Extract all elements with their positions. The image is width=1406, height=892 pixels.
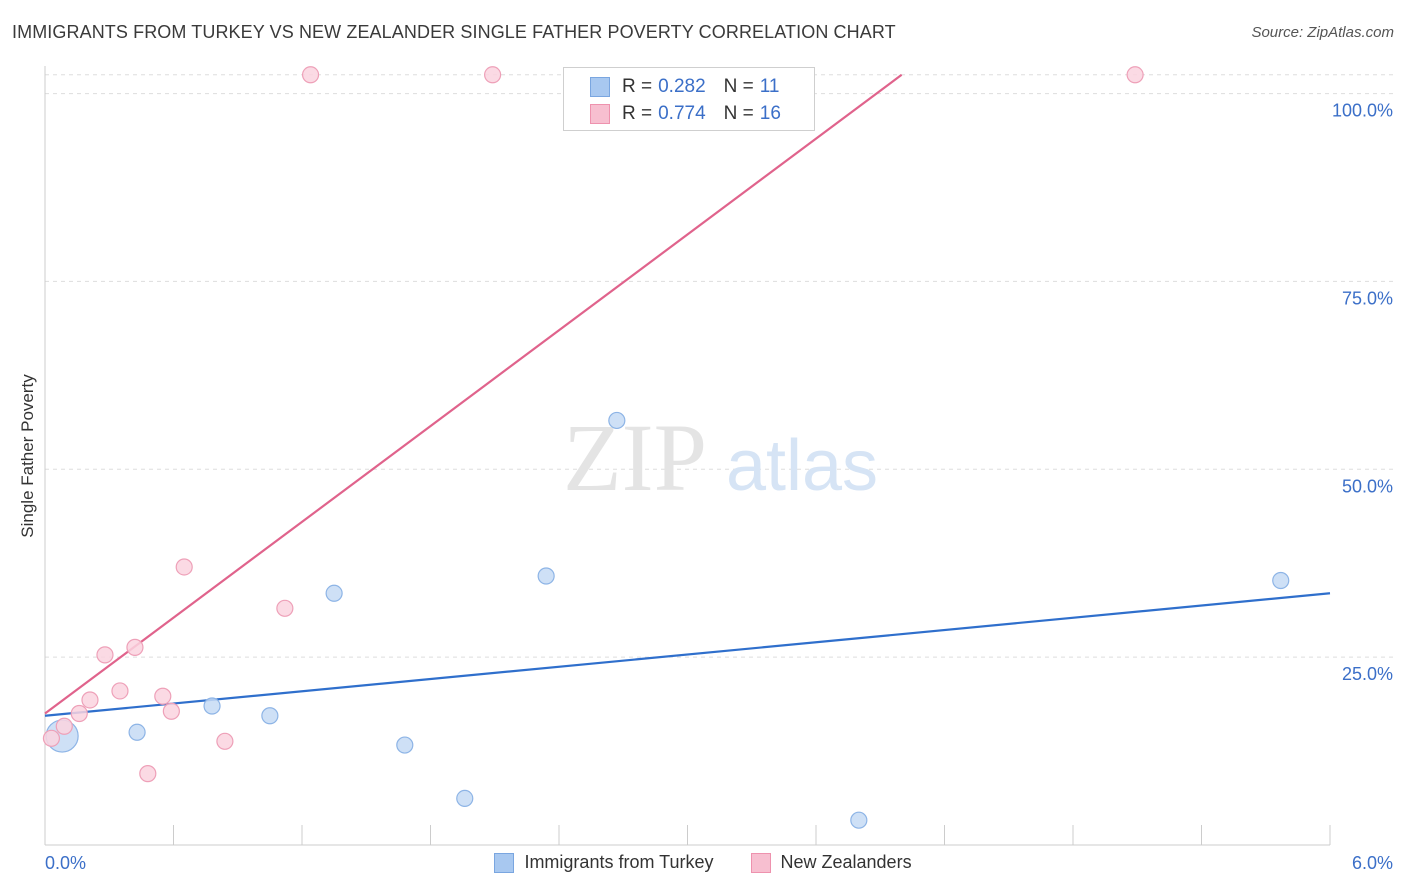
- nz-point: [301, 66, 320, 84]
- turkey-point: [203, 697, 221, 715]
- nz-point: [126, 638, 144, 656]
- turkey-point: [1272, 571, 1290, 590]
- trendlines: [44, 73, 1331, 717]
- gridlines: [45, 74, 1395, 658]
- nz-point: [70, 704, 88, 723]
- stats-legend: R = 0.282 N = 11 R = 0.774 N = 16: [563, 67, 815, 131]
- turkey-legend-swatch: [494, 852, 515, 873]
- turkey-point: [456, 789, 474, 808]
- tick-labels: 25.0% 50.0% 75.0% 100.0% 0.0% 6.0%: [45, 101, 1393, 873]
- nz-point: [154, 687, 172, 705]
- watermark: ZIP atlas: [563, 404, 878, 511]
- y-tick-label: 75.0%: [1342, 288, 1393, 308]
- nz-point: [42, 729, 61, 747]
- nz-point: [276, 599, 294, 617]
- turkey-point: [537, 567, 555, 585]
- watermark-zip: ZIP: [563, 404, 707, 511]
- nz-point: [484, 66, 502, 84]
- r-value: 0.774: [658, 103, 706, 124]
- r-value: 0.282: [658, 76, 706, 97]
- x-tick-label: 0.0%: [45, 853, 86, 873]
- nz-swatch: [590, 104, 610, 124]
- turkey-point: [128, 723, 146, 741]
- nz-trendline: [44, 73, 903, 715]
- nz-point: [175, 558, 193, 576]
- nz-point: [162, 702, 180, 720]
- stats-row-turkey: R = 0.282 N = 11: [590, 75, 780, 99]
- n-label: N =: [723, 76, 754, 97]
- turkey-point: [850, 811, 868, 829]
- turkey-point: [261, 707, 279, 725]
- nz-point: [111, 682, 129, 700]
- nz-point: [81, 691, 99, 709]
- y-tick-label: 50.0%: [1342, 476, 1393, 496]
- n-label: N =: [723, 103, 754, 124]
- nz-point: [55, 717, 73, 735]
- nz-point: [96, 646, 114, 664]
- chart-title: IMMIGRANTS FROM TURKEY VS NEW ZEALANDER …: [12, 22, 896, 42]
- legend-label: New Zealanders: [780, 852, 912, 872]
- nz-legend-swatch: [750, 852, 771, 873]
- r-label: R =: [622, 76, 653, 97]
- nz-point: [139, 765, 157, 783]
- n-value: 11: [759, 76, 780, 97]
- legend-item-turkey[interactable]: Immigrants from Turkey: [494, 852, 713, 873]
- source-label: Source: ZipAtlas.com: [1251, 24, 1394, 41]
- x-tick-label: 6.0%: [1352, 853, 1393, 873]
- legend-label: Immigrants from Turkey: [524, 852, 714, 872]
- series-legend: Immigrants from Turkey New Zealanders: [0, 852, 1406, 878]
- data-points: [42, 66, 1290, 829]
- n-value: 16: [759, 103, 781, 124]
- turkey-point: [608, 411, 626, 430]
- r-label: R =: [622, 103, 653, 124]
- y-tick-label: 25.0%: [1342, 664, 1393, 684]
- turkey-trendline: [44, 592, 1331, 717]
- turkey-point: [325, 584, 343, 602]
- nz-point: [216, 732, 234, 750]
- watermark-atlas: atlas: [726, 426, 878, 506]
- turkey-point: [396, 736, 414, 754]
- y-tick-label: 100.0%: [1332, 101, 1393, 121]
- legend-item-nz[interactable]: New Zealanders: [750, 852, 912, 873]
- nz-point: [1126, 66, 1144, 84]
- turkey-swatch: [590, 77, 610, 97]
- stats-row-nz: R = 0.774 N = 16: [590, 102, 781, 126]
